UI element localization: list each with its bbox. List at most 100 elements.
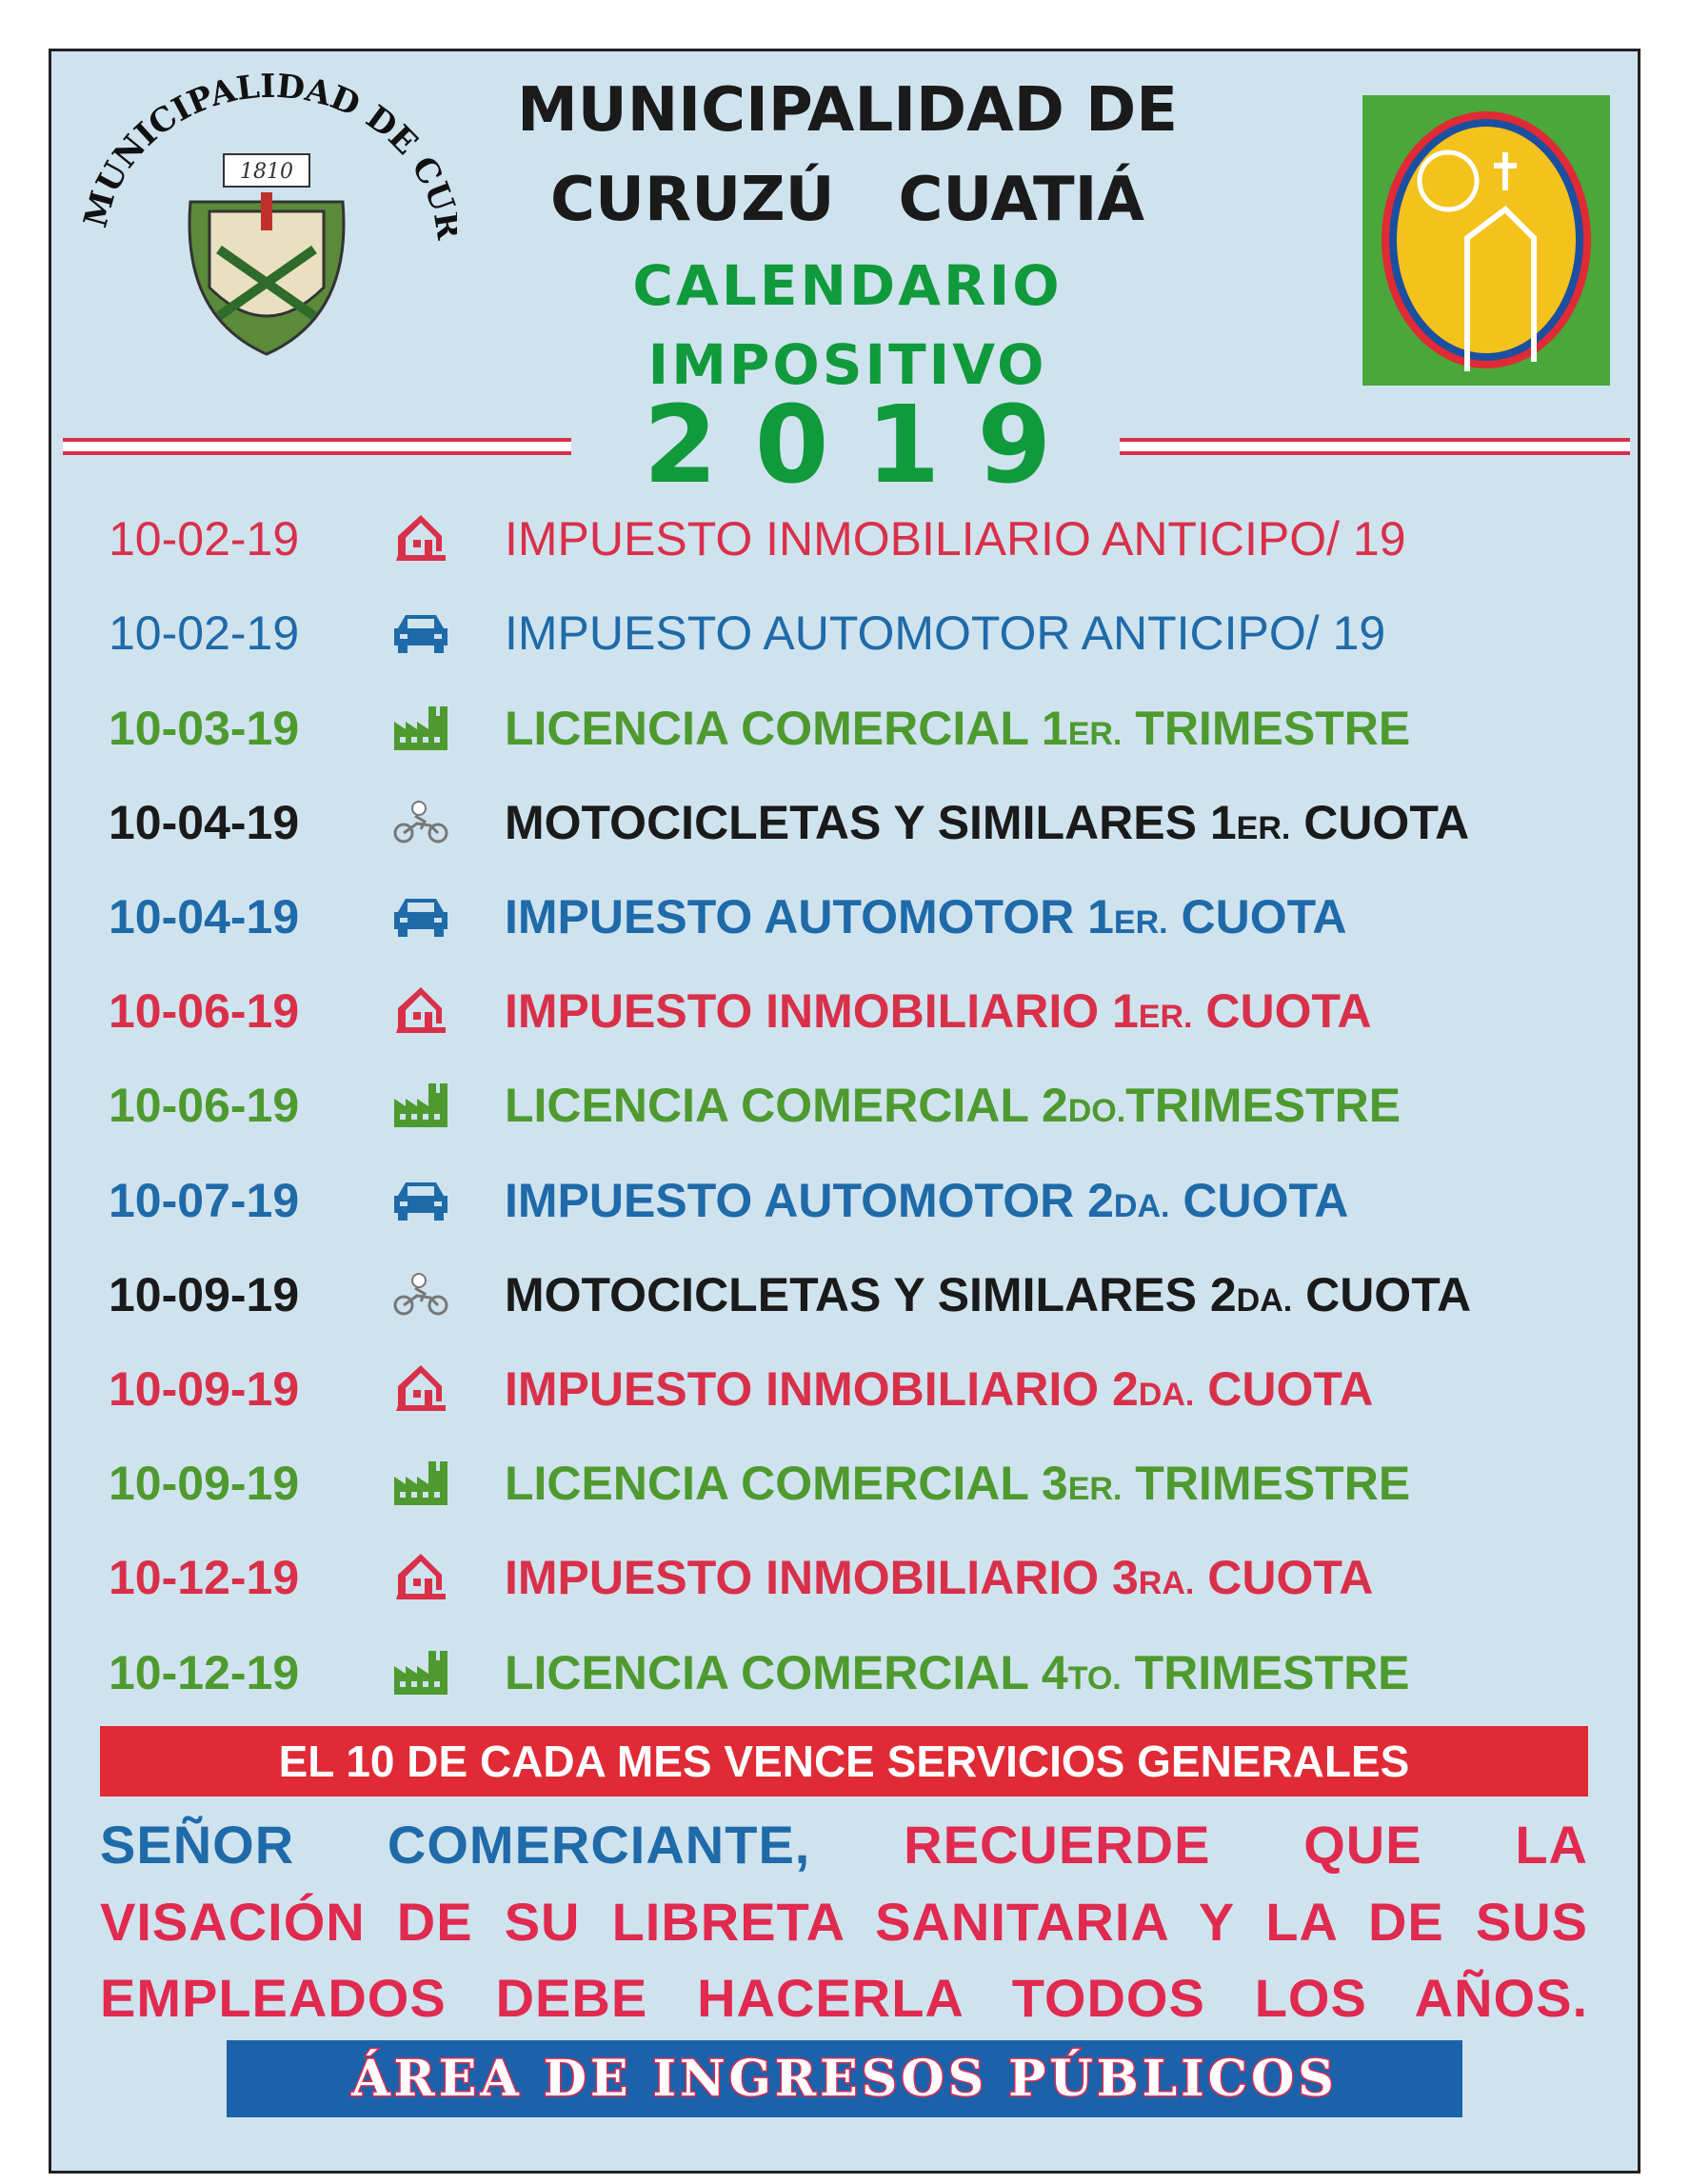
text: IMPUESTO INMOBILIARIO 1 (505, 984, 1139, 1038)
tax-row: 10-09-19 LICENCIA COMERCIAL 3ER. TRIMESTR… (109, 1450, 1613, 1517)
ordinal: ER. (1067, 716, 1123, 752)
text: MOTOCICLETAS Y SIMILARES 2 (505, 1268, 1237, 1321)
text: LICENCIA COMERCIAL 4 (505, 1646, 1068, 1699)
tax-name: LICENCIA COMERCIAL 3ER. TRIMESTRE (505, 1450, 1410, 1522)
text: LICENCIA COMERCIAL 1 (505, 702, 1068, 755)
icon-factory (392, 1647, 449, 1698)
ordinal: DA. (1138, 1377, 1195, 1413)
tax-name: MOTOCICLETAS Y SIMILARES 2DA. CUOTA (505, 1261, 1471, 1334)
text: IMPUESTO AUTOMOTOR 2 (505, 1174, 1114, 1227)
subtitle-line: IMPOSITIVO (647, 332, 1047, 397)
icon-car (392, 891, 449, 943)
text: TRIMESTRE (1121, 1646, 1410, 1699)
tax-name: LICENCIA COMERCIAL 1ER. TRIMESTRE (505, 695, 1410, 767)
date: 10-03-19 (109, 702, 300, 755)
tax-name: IMPUESTO AUTOMOTOR 2DA. CUOTA (505, 1167, 1348, 1240)
tax-row: 10-04-19 MOTOCICLETAS Y SIMILARES 1ER. CU… (109, 789, 1613, 856)
year: 2 0 1 9 (643, 384, 1052, 507)
tax-name: IMPUESTO AUTOMOTOR 1ER. CUOTA (505, 884, 1347, 956)
notice-text: RECUERDE QUE LA (904, 1815, 1588, 1875)
tax-row: 10-09-19 MOTOCICLETAS Y SIMILARES 2DA. CU… (109, 1261, 1613, 1328)
footer-banner: ÁREA DE INGRESOS PÚBLICOS (227, 2040, 1462, 2117)
icon-property (392, 1552, 449, 1603)
text: IMPUESTO INMOBILIARIO 3 (505, 1551, 1139, 1604)
tax-name: IMPUESTO INMOBILIARIO ANTICIPO/ 19 (505, 506, 1406, 572)
tax-name: IMPUESTO INMOBILIARIO 1ER. CUOTA (505, 978, 1371, 1050)
text: TRIMESTRE (1122, 1457, 1411, 1510)
date: 10-04-19 (109, 796, 300, 849)
title-line: MUNICIPALIDAD DE (517, 75, 1178, 146)
notice-line: EMPLEADOS DEBE HACERLA TODOS LOS AÑOS. (100, 1972, 1588, 2025)
icon-factory (392, 1080, 449, 1131)
title-line: CURUZÚ CUATIÁ (550, 165, 1144, 235)
text: IMPUESTO AUTOMOTOR 1 (505, 890, 1114, 943)
tax-name: MOTOCICLETAS Y SIMILARES 1ER. CUOTA (505, 789, 1469, 862)
seal-year: 1810 (240, 160, 293, 184)
text: TRIMESTRE (1125, 1079, 1402, 1132)
divider (63, 438, 571, 455)
text: CUOTA (1292, 1268, 1472, 1321)
text: CUOTA (1169, 1174, 1349, 1227)
icon-property (392, 1363, 449, 1415)
services-banner: EL 10 DE CADA MES VENCE SERVICIOS GENERA… (100, 1726, 1588, 1797)
tax-row: 10-06-19 LICENCIA COMERCIAL 2DO.TRIMESTRE (109, 1072, 1613, 1139)
text: IMPUESTO INMOBILIARIO 2 (505, 1362, 1139, 1416)
text: CUOTA (1290, 796, 1470, 849)
ordinal: DA. (1113, 1188, 1170, 1224)
date: 10-09-19 (109, 1362, 300, 1416)
ordinal: ER. (1067, 1471, 1123, 1507)
divider (1120, 438, 1630, 455)
icon-car (392, 1175, 449, 1226)
tax-row: 10-09-19 IMPUESTO INMOBILIARIO 2DA. CUOTA (109, 1356, 1613, 1422)
notice-line: VISACIÓN DE SU LIBRETA SANITARIA Y LA DE… (100, 1896, 1588, 1949)
notice-text: SEÑOR COMERCIANTE, (100, 1815, 811, 1875)
date: 10-12-19 (109, 1551, 300, 1604)
icon-moto (392, 1269, 449, 1320)
tax-row: 10-02-19 IMPUESTO AUTOMOTOR ANTICIPO/ 19 (109, 600, 1613, 666)
notice-text: VISACIÓN DE SU LIBRETA SANITARIA Y LA DE… (100, 1892, 1588, 1952)
tax-row: 10-02-19 IMPUESTO INMOBILIARIO ANTICIPO/ … (109, 506, 1613, 572)
tax-row: 10-03-19 LICENCIA COMERCIAL 1ER. TRIMESTR… (109, 695, 1613, 762)
ordinal: ER. (1138, 999, 1193, 1035)
tax-row: 10-07-19 IMPUESTO AUTOMOTOR 2DA. CUOTA (109, 1167, 1613, 1234)
municipal-seal: MUNICIPALIDAD DE CURUZU CUATIA 1810 (67, 59, 457, 356)
tax-row: 10-06-19 IMPUESTO INMOBILIARIO 1ER. CUOTA (109, 978, 1613, 1044)
icon-factory (392, 703, 449, 754)
tax-name: IMPUESTO INMOBILIARIO 3RA. CUOTA (505, 1544, 1373, 1617)
ordinal: ER. (1113, 904, 1168, 941)
text: CUOTA (1194, 1551, 1374, 1604)
tax-name: LICENCIA COMERCIAL 4TO. TRIMESTRE (505, 1639, 1410, 1712)
date: 10-07-19 (109, 1174, 300, 1227)
text: CUOTA (1192, 984, 1372, 1038)
date: 10-09-19 (109, 1457, 300, 1510)
date: 10-04-19 (109, 890, 300, 943)
date: 10-02-19 (109, 606, 300, 660)
text: LICENCIA COMERCIAL 2 (505, 1079, 1068, 1132)
text: CUOTA (1167, 890, 1347, 943)
notice-text: EMPLEADOS DEBE HACERLA TODOS LOS AÑOS. (100, 1968, 1588, 2028)
ordinal: TO. (1067, 1660, 1122, 1697)
icon-factory (392, 1458, 449, 1509)
tax-name: LICENCIA COMERCIAL 2DO.TRIMESTRE (505, 1072, 1401, 1144)
tax-row: 10-04-19 IMPUESTO AUTOMOTOR 1ER. CUOTA (109, 884, 1613, 950)
tax-name: IMPUESTO INMOBILIARIO 2DA. CUOTA (505, 1356, 1373, 1428)
icon-property (392, 513, 449, 565)
date: 10-06-19 (109, 1079, 300, 1132)
subtitle-line: CALENDARIO (632, 253, 1063, 318)
text: LICENCIA COMERCIAL 3 (505, 1457, 1068, 1510)
notice-line: SEÑOR COMERCIANTE, RECUERDE QUE LA (100, 1818, 1588, 1872)
city-logo (1362, 95, 1610, 386)
text: CUOTA (1194, 1362, 1374, 1416)
date: 10-09-19 (109, 1268, 300, 1321)
ordinal: DA. (1236, 1282, 1293, 1319)
ordinal: ER. (1236, 810, 1291, 846)
icon-property (392, 985, 449, 1037)
tax-name: IMPUESTO AUTOMOTOR ANTICIPO/ 19 (505, 600, 1385, 666)
text: TRIMESTRE (1122, 702, 1411, 755)
tax-row: 10-12-19 LICENCIA COMERCIAL 4TO. TRIMESTR… (109, 1639, 1613, 1706)
icon-car (392, 607, 449, 659)
text: IMPUESTO INMOBILIARIO ANTICIPO/ 19 (505, 512, 1406, 566)
date: 10-12-19 (109, 1646, 300, 1699)
date: 10-02-19 (109, 512, 300, 566)
